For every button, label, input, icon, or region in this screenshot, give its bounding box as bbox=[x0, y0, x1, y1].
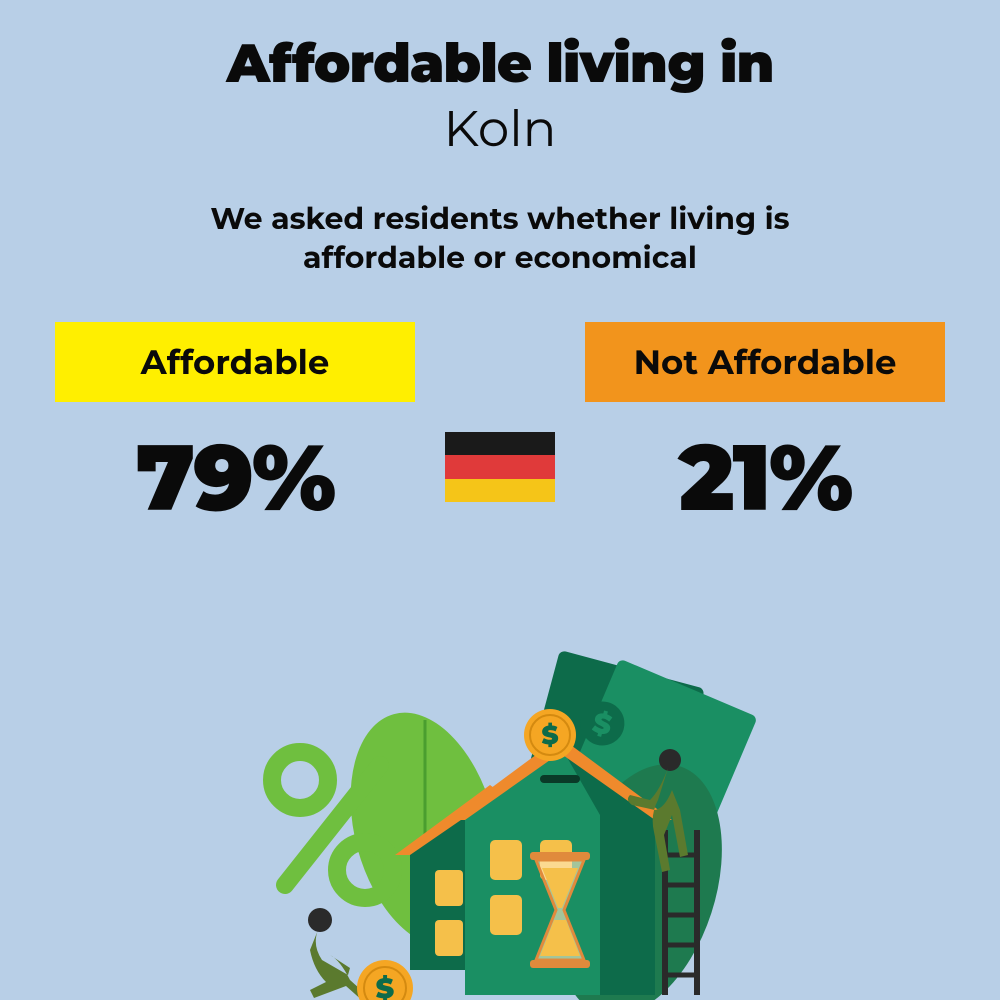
flag-wrap bbox=[445, 432, 555, 502]
infographic-container: Affordable living in Koln We asked resid… bbox=[0, 0, 1000, 1000]
svg-text:$: $ bbox=[376, 972, 395, 1000]
housing-savings-illustration: $ bbox=[190, 640, 810, 1000]
title-line2: Koln bbox=[444, 98, 557, 159]
stats-row: Affordable 79% Not Affordable 21% bbox=[0, 322, 1000, 534]
not-affordable-label: Not Affordable bbox=[634, 341, 897, 383]
stat-affordable: Affordable 79% bbox=[55, 322, 415, 534]
germany-flag-icon bbox=[445, 432, 555, 502]
svg-text:$: $ bbox=[541, 719, 558, 751]
flag-stripe-2 bbox=[445, 455, 555, 478]
affordable-label-box: Affordable bbox=[55, 322, 415, 402]
flag-stripe-1 bbox=[445, 432, 555, 455]
flag-stripe-3 bbox=[445, 479, 555, 502]
not-affordable-label-box: Not Affordable bbox=[585, 322, 945, 402]
affordable-label: Affordable bbox=[141, 341, 330, 383]
coin-slot-icon: $ bbox=[524, 709, 576, 761]
title-line1: Affordable living in bbox=[227, 30, 774, 96]
stat-not-affordable: Not Affordable 21% bbox=[585, 322, 945, 534]
not-affordable-percent: 21% bbox=[679, 422, 852, 534]
subtitle: We asked residents whether living is aff… bbox=[140, 199, 860, 277]
affordable-percent: 79% bbox=[136, 422, 335, 534]
